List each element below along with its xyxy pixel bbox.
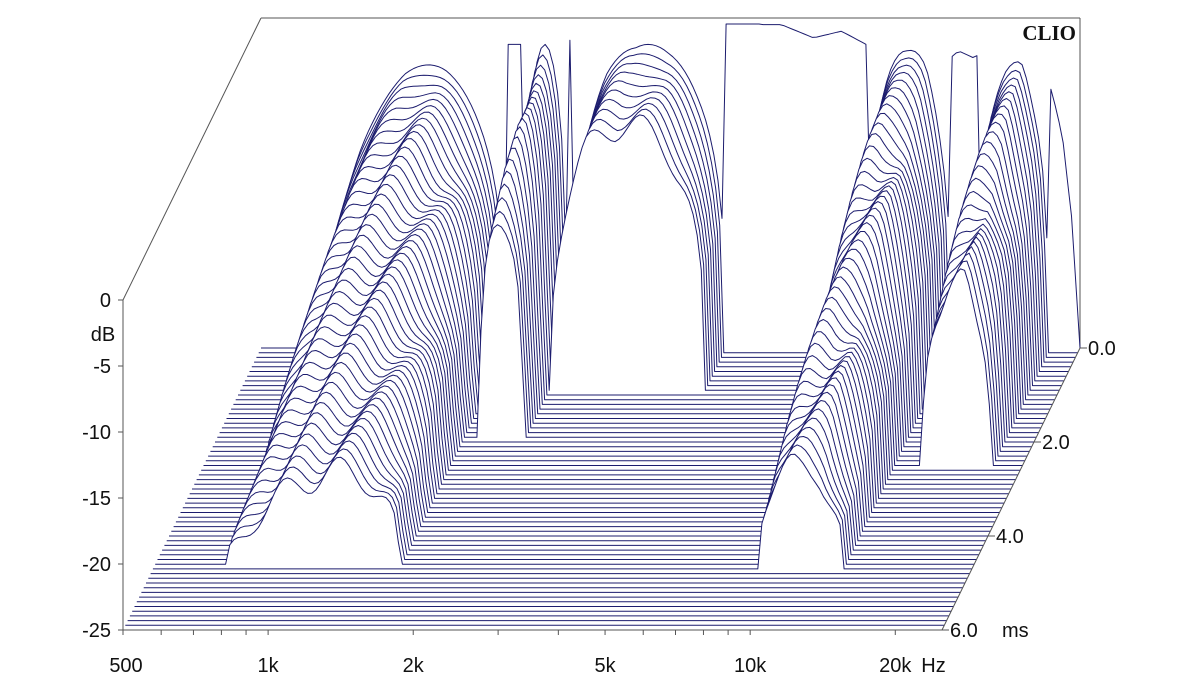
clio-logo-text: CLIO (1022, 21, 1076, 45)
x-tick-label: 20k (879, 655, 912, 677)
axes: 0 -5 -10 -15 -20 -25 500 1k 2k 5k 10k 20k Hz 0.0 2.0 4.… (82, 290, 1116, 677)
x-tick-label: 500 (109, 655, 142, 677)
plot-frame (122, 17, 1081, 348)
x-tick-label: 1k (258, 655, 280, 677)
time-slices (123, 23, 1081, 631)
y-tick-label: -15 (82, 488, 111, 510)
time-tick-label: 2.0 (1042, 432, 1070, 454)
decay-slice-4.70ms (152, 453, 972, 570)
y-tick-label: -20 (82, 554, 111, 576)
time-axis-line (941, 347, 1081, 631)
x-tick-label: 2k (403, 655, 425, 677)
y-tick-label: -5 (93, 356, 111, 378)
x-tick-label: 10k (734, 655, 767, 677)
frame-left-edge (122, 17, 262, 301)
y-axis-label: dB (91, 324, 115, 346)
time-tick-label: 4.0 (996, 526, 1024, 548)
x-unit-label: Hz (921, 655, 945, 677)
y-tick-label: -10 (82, 422, 111, 444)
time-unit-label: ms (1002, 620, 1029, 642)
time-tick-label: 0.0 (1088, 338, 1116, 360)
time-tick-label: 6.0 (950, 620, 978, 642)
y-tick-label: 0 (100, 290, 111, 312)
y-tick-label: -25 (82, 620, 111, 642)
x-tick-label: 5k (594, 655, 616, 677)
